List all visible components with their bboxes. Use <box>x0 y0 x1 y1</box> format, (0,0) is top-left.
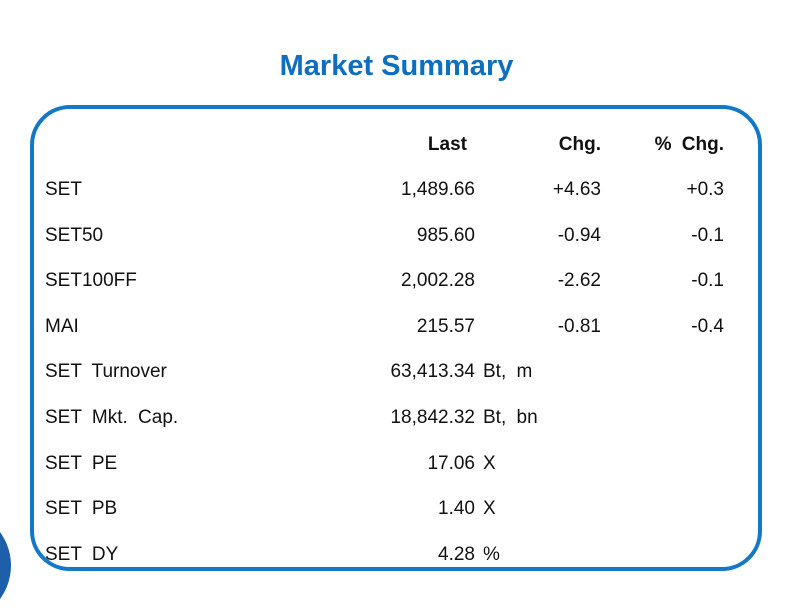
change-value: -2.62 <box>557 270 601 292</box>
col-header-last: Last <box>427 134 467 155</box>
percent-change-value: -0.4 <box>691 315 724 337</box>
last-value: 4.28 <box>438 543 475 565</box>
row-label: SET PB <box>45 498 118 520</box>
change-value: -0.94 <box>557 224 601 246</box>
value-unit: X <box>483 452 496 474</box>
table-row: SET Turnover 63,413.34 Bt, m <box>34 361 758 383</box>
row-label: SET50 <box>45 224 104 246</box>
row-label: SET Mkt. Cap. <box>45 407 179 428</box>
table-row: SET Mkt. Cap. 18,842.32 Bt, bn <box>34 407 758 429</box>
row-label: MAI <box>45 315 79 337</box>
table-row: SET50 985.60 -0.94 -0.1 <box>34 225 758 247</box>
market-summary-card: Last Chg. % Chg. SET 1,489.66 +4.63 +0.3… <box>30 105 762 571</box>
table-row: SET PE 17.06 X <box>34 453 758 475</box>
last-value: 17.06 <box>427 452 475 474</box>
value-unit: % <box>483 543 500 565</box>
table-row: SET 1,489.66 +4.63 +0.3 <box>34 179 758 201</box>
col-header-chg: Chg. <box>558 134 601 155</box>
change-value: -0.81 <box>557 315 601 337</box>
page-title: Market Summary <box>279 50 514 82</box>
percent-change-value: -0.1 <box>691 224 724 246</box>
last-value: 985.60 <box>416 224 475 246</box>
percent-change-value: -0.1 <box>691 270 724 292</box>
table-header-row: Last Chg. % Chg. <box>34 134 758 156</box>
percent-change-value: +0.3 <box>686 179 724 200</box>
table-row: SET DY 4.28 % <box>34 544 758 566</box>
change-value: +4.63 <box>552 179 601 200</box>
value-unit: X <box>483 498 496 520</box>
table-row: MAI 215.57 -0.81 -0.4 <box>34 316 758 338</box>
table-row: SET PB 1.40 X <box>34 498 758 520</box>
table-row: SET100FF 2,002.28 -2.62 -0.1 <box>34 270 758 292</box>
row-label: SET PE <box>45 452 118 474</box>
last-value: 215.57 <box>416 315 475 337</box>
last-value: 1,489.66 <box>401 179 475 200</box>
value-unit: Bt, bn <box>483 407 538 428</box>
last-value: 1.40 <box>438 498 475 520</box>
row-label: SET100FF <box>45 270 137 292</box>
edge-circle-decoration <box>0 509 11 607</box>
row-label: SET Turnover <box>45 361 167 383</box>
value-unit: Bt, m <box>483 361 533 383</box>
last-value: 2,002.28 <box>401 270 475 292</box>
col-header-pct-chg: % Chg. <box>654 134 724 155</box>
last-value: 63,413.34 <box>390 361 475 383</box>
last-value: 18,842.32 <box>390 407 475 428</box>
row-label: SET <box>45 179 82 200</box>
row-label: SET DY <box>45 543 119 565</box>
